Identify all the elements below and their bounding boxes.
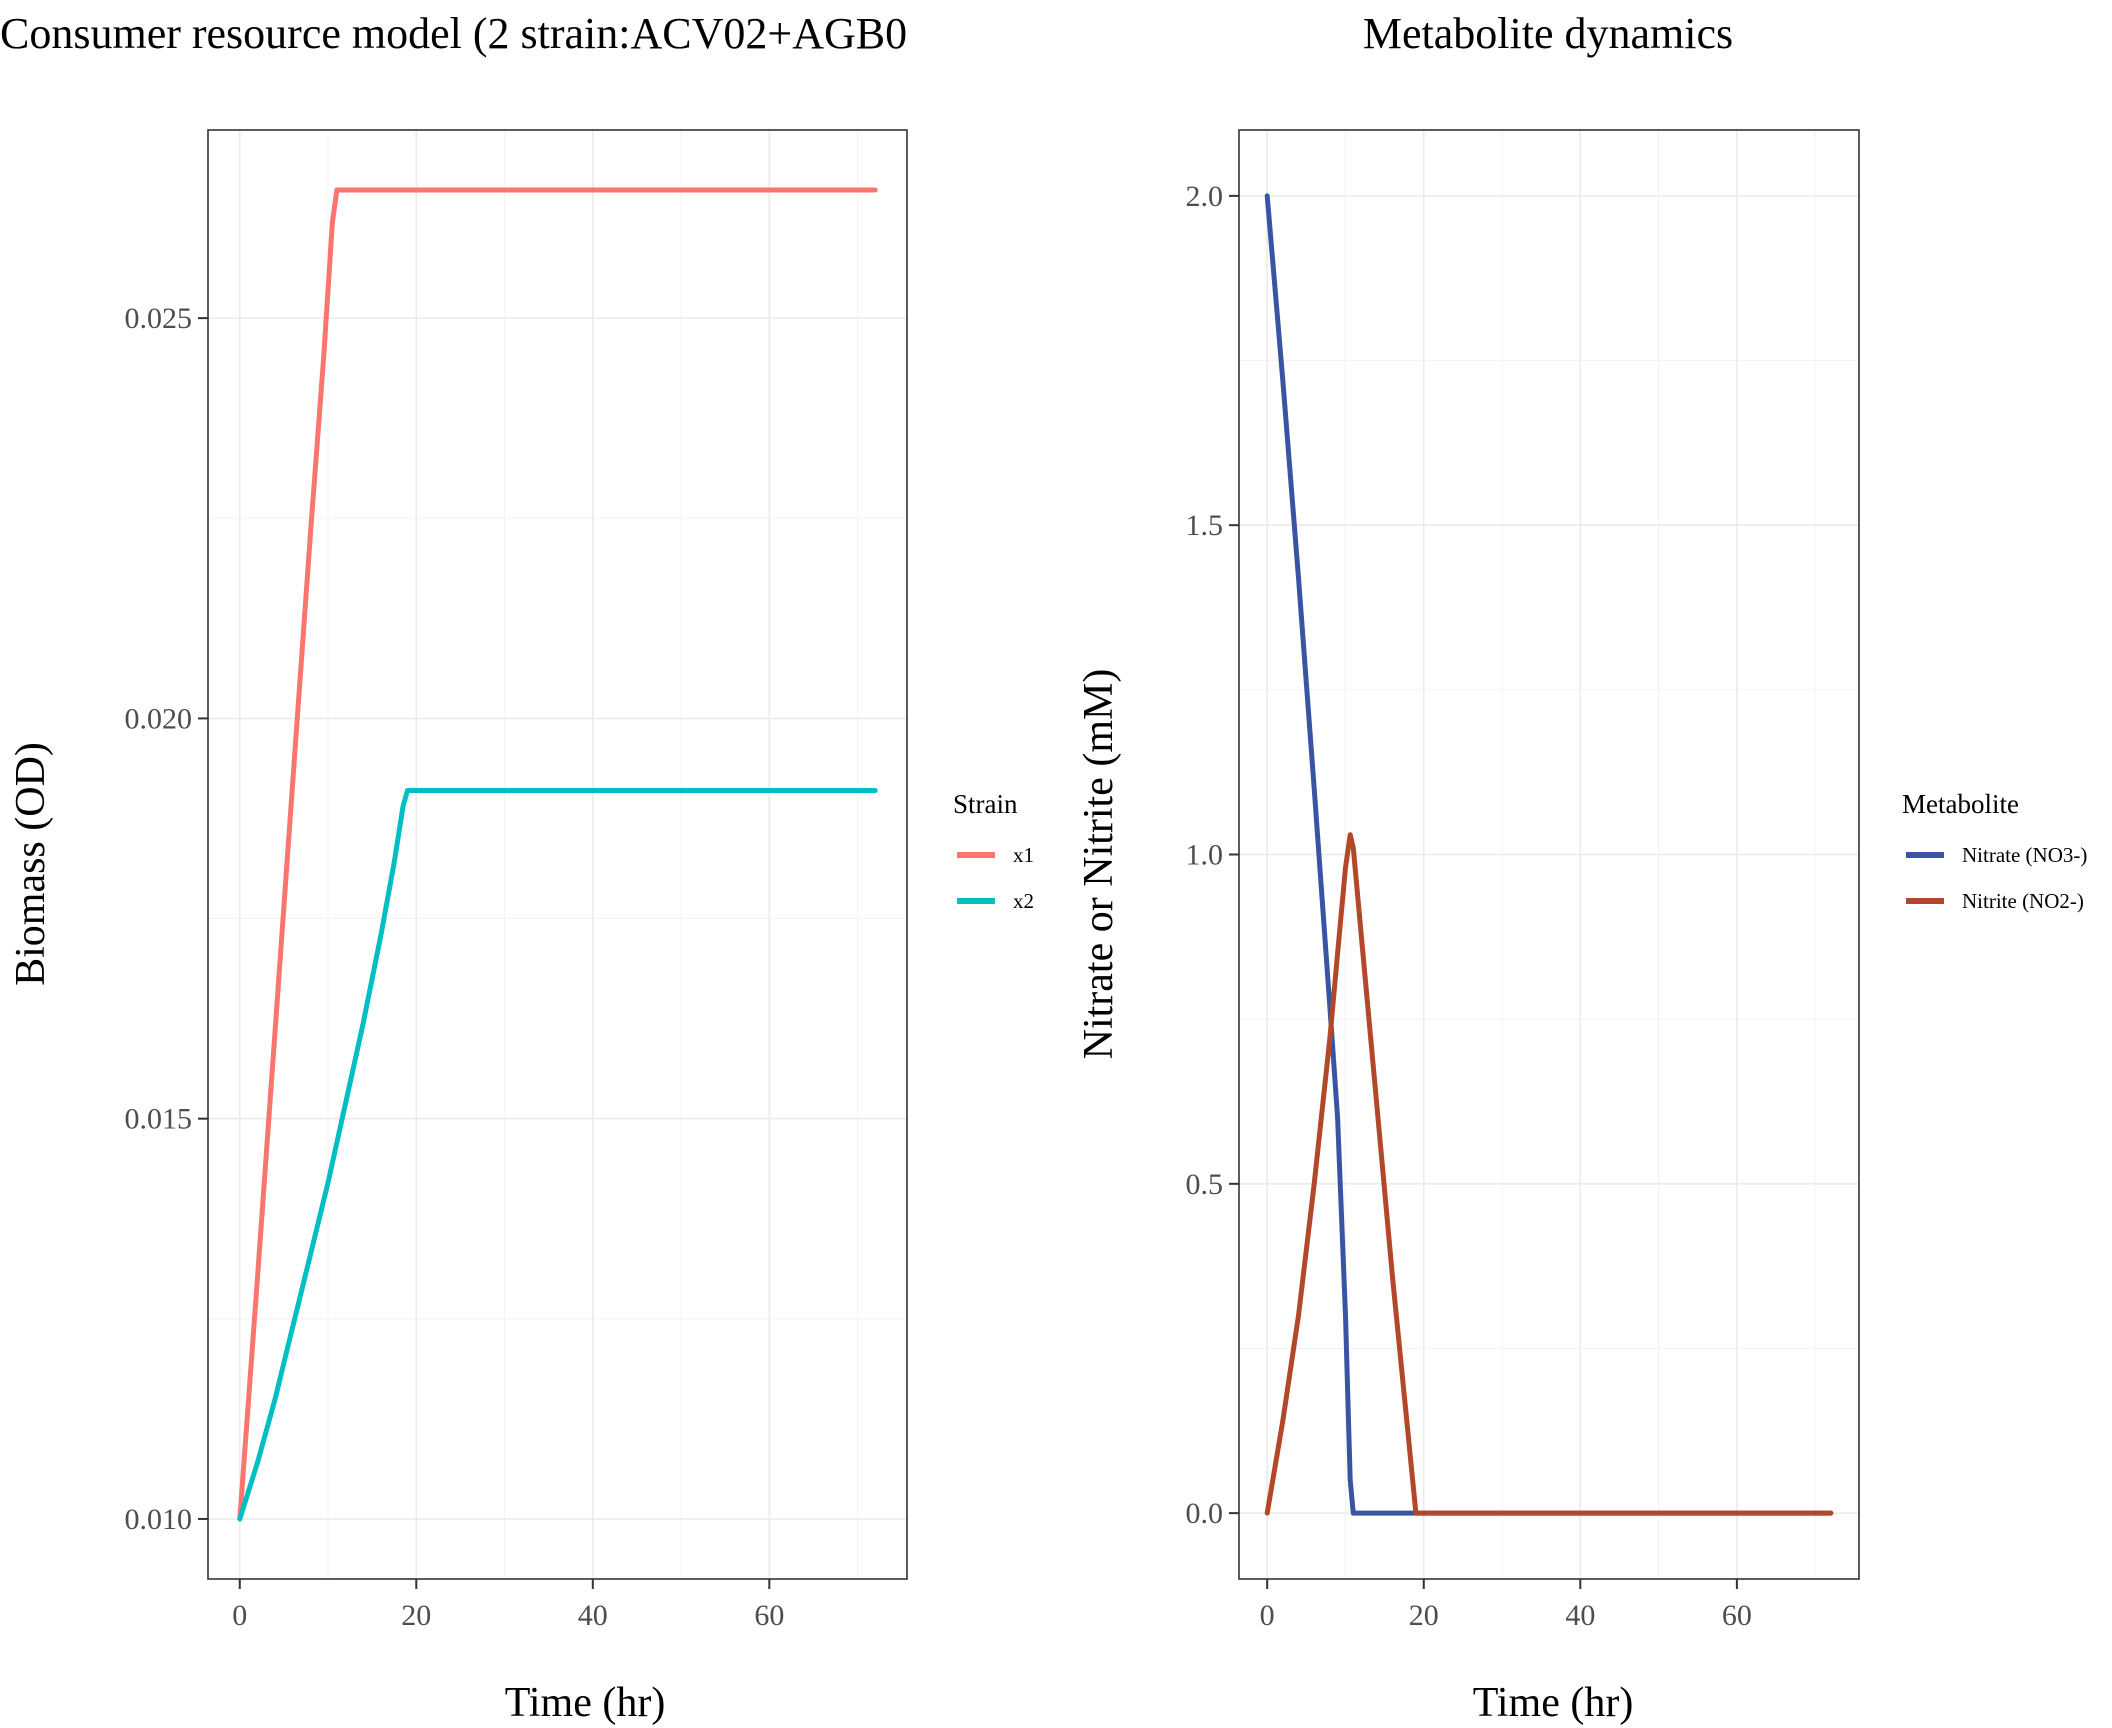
x-tick-label: 20 [1409, 1599, 1439, 1632]
biomass-y-axis-title: Biomass (OD) [8, 742, 54, 986]
series-line-x2 [237, 788, 878, 1522]
y-tick-label: 2.0 [1186, 180, 1224, 213]
y-tick-label: 0.025 [125, 302, 193, 335]
biomass-series-group [237, 187, 878, 1522]
y-tick-label: 0.010 [125, 1503, 193, 1536]
x-tick-label: 40 [578, 1599, 608, 1632]
strain-legend-title: Strain [953, 789, 1018, 819]
x-tick-label: 40 [1565, 1599, 1595, 1632]
y-tick-label: 0.020 [125, 702, 193, 735]
strain-legend: Strain x1 x2 [953, 789, 1034, 913]
biomass-x-axis-title: Time (hr) [505, 1680, 666, 1726]
x-tick-label: 0 [232, 1599, 247, 1632]
y-tick-label: 0.5 [1186, 1168, 1224, 1201]
biomass-chart-title: Consumer resource model (2 strain:ACV02+… [0, 9, 907, 58]
metabolite-grid [1239, 130, 1859, 1579]
y-tick-label: 0.0 [1186, 1497, 1224, 1530]
metabolite-legend-title: Metabolite [1902, 789, 2019, 819]
biomass-panel-border [207, 129, 908, 1580]
biomass-axis-ticks: 0 20 40 60 0.010 0.015 0.020 0.025 [125, 302, 785, 1632]
legend-label-nitrite: Nitrite (NO2-) [1962, 889, 2084, 913]
metabolite-axis-ticks: 0 20 40 60 0.0 0.5 1.0 1.5 2.0 [1186, 180, 1752, 1632]
series-line-nitrite-no2 [1264, 832, 1834, 1516]
legend-label-nitrate: Nitrate (NO3-) [1962, 843, 2087, 867]
metabolite-legend: Metabolite Nitrate (NO3-) Nitrite (NO2-) [1902, 789, 2087, 913]
y-tick-label: 1.5 [1186, 509, 1224, 542]
series-line-x1 [237, 187, 878, 1522]
legend-label-x1: x1 [1013, 843, 1034, 867]
x-tick-label: 0 [1260, 1599, 1275, 1632]
metabolite-series-group [1264, 193, 1834, 1516]
series-line-nitrate-no3 [1264, 193, 1834, 1516]
metabolite-chart-title: Metabolite dynamics [1363, 9, 1733, 58]
biomass-chart: Consumer resource model (2 strain:ACV02+… [0, 9, 1034, 1726]
metabolite-y-axis-title: Nitrate or Nitrite (mM) [1076, 669, 1122, 1060]
y-tick-label: 0.015 [125, 1103, 193, 1136]
metabolite-x-axis-title: Time (hr) [1473, 1680, 1634, 1726]
biomass-grid [208, 130, 907, 1579]
x-tick-label: 60 [1722, 1599, 1752, 1632]
metabolite-chart: Metabolite dynamics 0 20 40 60 0.0 0.5 1.0 1.5 2… [1076, 9, 2087, 1726]
y-tick-label: 1.0 [1186, 839, 1224, 872]
x-tick-label: 60 [754, 1599, 784, 1632]
legend-label-x2: x2 [1013, 889, 1034, 913]
x-tick-label: 20 [401, 1599, 431, 1632]
